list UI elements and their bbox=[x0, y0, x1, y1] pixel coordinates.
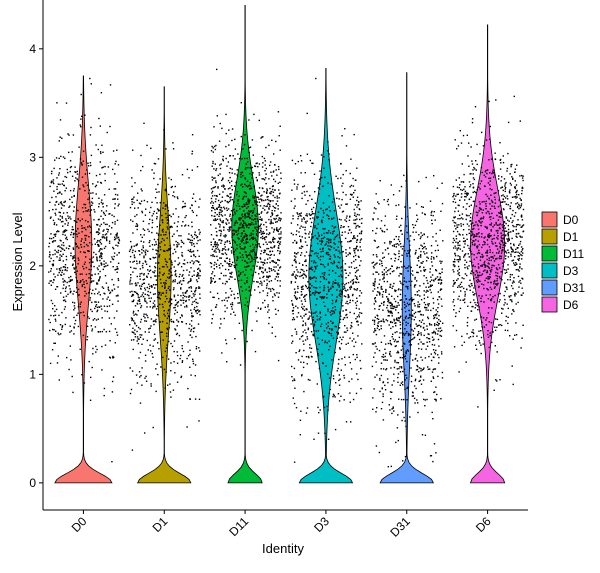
legend-key-D3 bbox=[542, 263, 557, 278]
legend-key-D6 bbox=[542, 297, 557, 312]
x-tick-label: D1 bbox=[150, 514, 171, 535]
y-tick-label: 3 bbox=[29, 150, 36, 164]
legend-label-D1: D1 bbox=[563, 230, 579, 244]
legend-key-D31 bbox=[542, 280, 557, 295]
y-tick-label: 4 bbox=[29, 42, 36, 56]
legend-key-D11 bbox=[542, 246, 557, 261]
violin-D6 bbox=[470, 25, 504, 483]
legend-label-D11: D11 bbox=[563, 247, 584, 261]
legend-label-D6: D6 bbox=[563, 298, 579, 312]
x-tick-label: D31 bbox=[387, 514, 413, 540]
y-tick-label: 2 bbox=[29, 259, 36, 273]
violin-D11 bbox=[228, 5, 262, 482]
plot-area bbox=[48, 5, 524, 482]
x-tick-label: D0 bbox=[69, 514, 90, 535]
legend-label-D0: D0 bbox=[563, 213, 579, 227]
violin-D3 bbox=[299, 68, 352, 483]
y-tick-label: 0 bbox=[29, 476, 36, 490]
x-tick-label: D11 bbox=[226, 514, 251, 539]
x-axis-label: Identity bbox=[262, 541, 304, 556]
legend-label-D31: D31 bbox=[563, 281, 585, 295]
legend-key-D1 bbox=[542, 229, 557, 244]
violin-D31 bbox=[380, 73, 433, 483]
x-tick-label: D3 bbox=[311, 514, 332, 535]
legend: D0 D1 D11 D3 D31 D6 bbox=[542, 212, 585, 312]
y-tick-label: 1 bbox=[29, 367, 36, 381]
x-tick-label: D6 bbox=[473, 514, 494, 535]
legend-key-D0 bbox=[542, 212, 557, 227]
legend-label-D3: D3 bbox=[563, 264, 579, 278]
y-axis-label: Expression Level bbox=[10, 212, 25, 311]
